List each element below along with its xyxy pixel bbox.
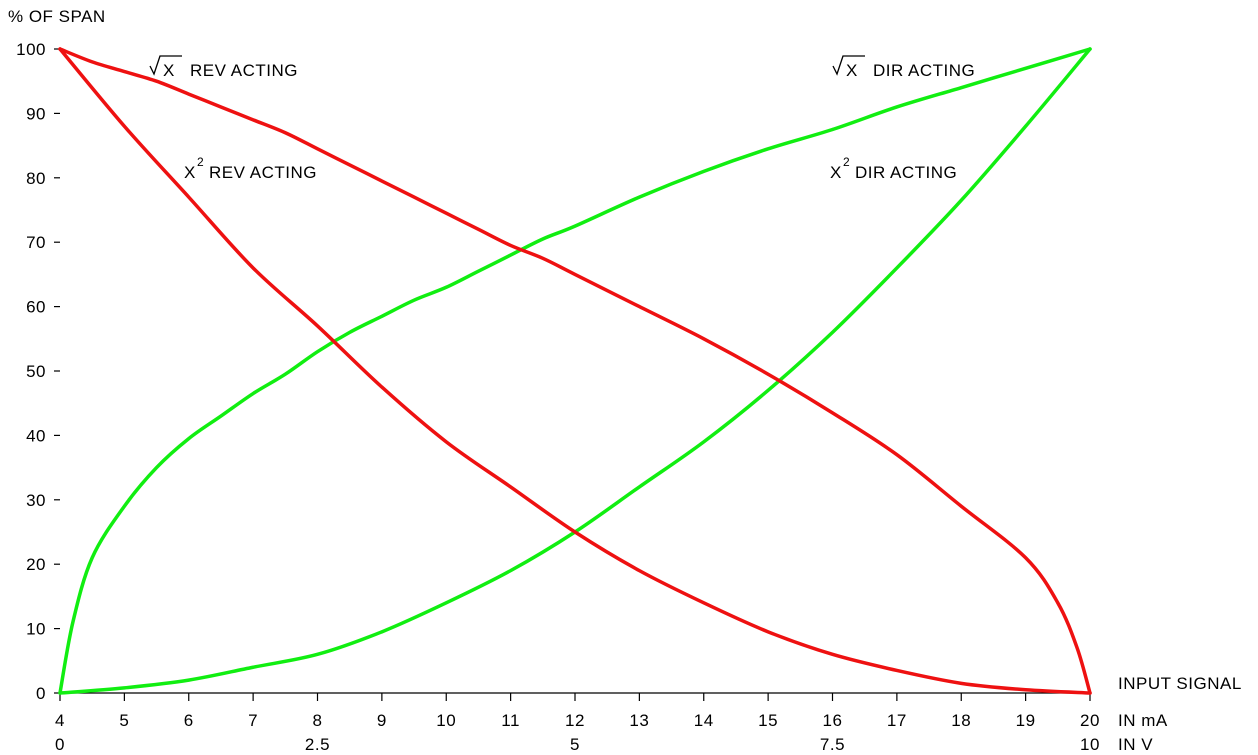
y-tick-label: 0: [36, 684, 46, 703]
x-tick-label-ma: 8: [313, 711, 323, 730]
x2-rev-curve: [58, 47, 1092, 695]
curve-group: [58, 47, 1092, 695]
x-tick-label-v: 5: [570, 735, 580, 754]
x-tick-label-ma: 18: [951, 711, 971, 730]
x2-rev-text: REV ACTING: [209, 163, 317, 182]
y-tick-label: 80: [26, 169, 46, 188]
x-tick-label-ma: 17: [887, 711, 907, 730]
sqrt-dir-text: DIR ACTING: [873, 61, 975, 80]
x-tick-label-v: 0: [55, 735, 65, 754]
x-tick-label-ma: 5: [119, 711, 129, 730]
annotation-sqrt-dir: X DIR ACTING: [832, 55, 975, 80]
y-tick-label: 40: [26, 426, 46, 445]
x-tick-label-ma: 20: [1080, 711, 1100, 730]
sqrt-dir-curve: [58, 47, 1092, 695]
x-unit-ma-label: IN mA: [1118, 711, 1168, 730]
sqrt-rev-x: X: [163, 61, 175, 80]
x-tick-label-ma: 15: [758, 711, 778, 730]
x-tick-label-ma: 14: [694, 711, 714, 730]
x-tick-label-ma: 11: [501, 711, 520, 730]
x-tick-label-v: 2.5: [305, 735, 330, 754]
y-tick-group: 0 10 20 30 40 50 60 70 80 90 100: [16, 40, 60, 703]
y-tick-label: 90: [26, 104, 46, 123]
x-tick-label-ma: 4: [55, 711, 65, 730]
x-axis-label: INPUT SIGNAL: [1118, 674, 1242, 693]
x2-rev-x: X: [184, 163, 196, 182]
x-tick-label-ma: 12: [565, 711, 585, 730]
annotation-x2-dir: X 2 DIR ACTING: [830, 155, 957, 182]
x-tick-label-ma: 13: [629, 711, 649, 730]
x-tick-label-ma: 19: [1016, 711, 1036, 730]
sqrt-rev-text: REV ACTING: [190, 61, 298, 80]
x-tick-label-ma: 16: [823, 711, 843, 730]
sqrt-symbol-icon: [832, 55, 865, 76]
x2-dir-x: X: [830, 163, 842, 182]
y-tick-label: 30: [26, 491, 46, 510]
y-axis-label: % OF SPAN: [8, 7, 106, 26]
x-tick-label-ma: 10: [436, 711, 456, 730]
x2-rev-exponent: 2: [197, 155, 204, 169]
x2-dir-curve: [58, 47, 1092, 695]
y-tick-label: 20: [26, 555, 46, 574]
annotation-sqrt-rev: X REV ACTING: [149, 55, 298, 80]
x-tick-label-ma: 7: [248, 711, 258, 730]
y-tick-label: 60: [26, 298, 46, 317]
y-tick-label: 50: [26, 362, 46, 381]
x-tick-label-ma: 6: [184, 711, 194, 730]
x2-dir-text: DIR ACTING: [855, 163, 957, 182]
sqrt-symbol-icon: [149, 55, 182, 76]
y-tick-label: 10: [26, 620, 46, 639]
x-tick-label-v: 7.5: [820, 735, 845, 754]
x-unit-v-label: IN V: [1118, 735, 1153, 754]
annotation-x2-rev: X 2 REV ACTING: [184, 155, 317, 182]
sqrt-rev-curve: [58, 47, 1092, 695]
x-tick-group: 4 5 6 7 8 9 10 11 12 13 14 15 16 17 18 19 20 0 2.5 5 7.5 10: [55, 693, 1100, 754]
x-tick-label-ma: 9: [377, 711, 387, 730]
sqrt-dir-x: X: [846, 61, 858, 80]
x2-dir-exponent: 2: [843, 155, 850, 169]
x-tick-label-v: 10: [1080, 735, 1100, 754]
y-tick-label: 100: [16, 40, 46, 59]
y-tick-label: 70: [26, 233, 46, 252]
